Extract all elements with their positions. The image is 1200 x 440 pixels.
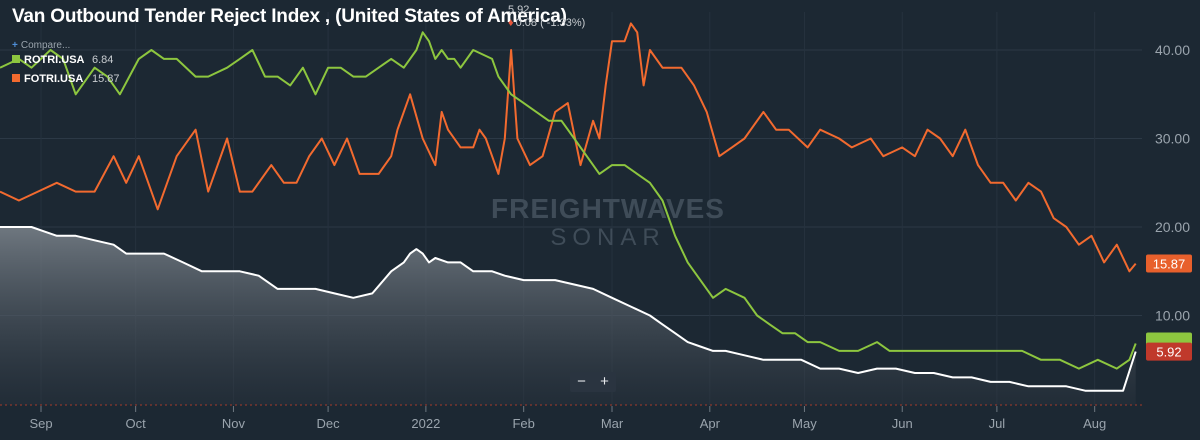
x-tick-label: Apr: [700, 416, 721, 431]
y-tick-label: 30.00: [1155, 131, 1190, 147]
x-tick-label: Feb: [512, 416, 534, 431]
zoom-controls: − +: [570, 372, 616, 392]
x-tick-label: Sep: [29, 416, 52, 431]
watermark-freightwaves: FREIGHTWAVES: [491, 193, 725, 224]
primary-area-fill: [0, 227, 1136, 405]
legend-swatch-rotri: [12, 55, 20, 63]
end-tag-fotri-bg: [1146, 254, 1192, 273]
x-tick-label: 2022: [411, 416, 440, 431]
chart-title: Van Outbound Tender Reject Index , (Unit…: [12, 6, 567, 27]
change-value: 0.08 ( -1.33%): [515, 17, 586, 29]
x-tick-label: Oct: [126, 416, 147, 431]
change-readout: ♦ 0.08 ( -1.33%): [508, 17, 585, 29]
y-tick-label: 40.00: [1155, 42, 1190, 58]
current-value: 5.92: [508, 4, 530, 16]
van-otri-line: [0, 226, 1137, 392]
x-tick-label: Mar: [601, 416, 624, 431]
x-tick-label: Jul: [989, 416, 1006, 431]
end-tag-fotri: 15.87: [1153, 257, 1186, 272]
x-tick-label: May: [792, 416, 817, 431]
series-layer: [0, 22, 1137, 405]
down-arrow-icon: ♦: [508, 17, 514, 29]
end-tag-primary-bg: [1146, 342, 1192, 361]
legend-ticker-rotri: ROTRI.USA: [24, 54, 85, 66]
axis-layer: 50.0040.0030.0020.0010.00SepOctNovDec202…: [0, 42, 1192, 431]
x-tick-label: Aug: [1083, 416, 1106, 431]
y-tick-label: 10.00: [1155, 308, 1190, 324]
compare-label: Compare...: [20, 40, 71, 51]
y-tick-label: 20.00: [1155, 219, 1190, 235]
legend-item-rotri[interactable]: ROTRI.USA 6.84: [12, 54, 113, 66]
end-tag-primary: 5.92: [1156, 345, 1181, 360]
zoom-in-button[interactable]: +: [600, 373, 609, 390]
legend-value-fotri: 15.87: [92, 73, 120, 85]
watermark-sonar: SONAR: [550, 224, 665, 251]
plus-icon: +: [12, 40, 18, 51]
legend-value-rotri: 6.84: [92, 54, 114, 66]
x-tick-label: Jun: [892, 416, 913, 431]
legend-swatch-fotri: [12, 74, 20, 82]
compare-button[interactable]: + Compare...: [12, 40, 70, 51]
zoom-out-button[interactable]: −: [577, 373, 586, 390]
legend-item-fotri[interactable]: FOTRI.USA 15.87: [12, 73, 120, 85]
x-tick-label: Dec: [317, 416, 341, 431]
x-tick-label: Nov: [222, 416, 246, 431]
fotri-line: [0, 22, 1137, 273]
rotri-line: [0, 31, 1137, 370]
legend-ticker-fotri: FOTRI.USA: [24, 73, 84, 85]
